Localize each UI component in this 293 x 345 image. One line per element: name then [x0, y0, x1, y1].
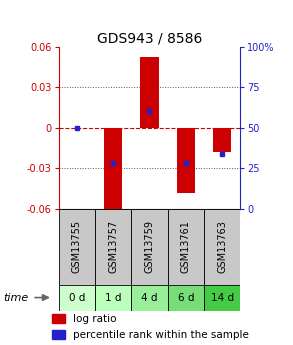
Text: 0 d: 0 d — [69, 293, 85, 303]
Text: GSM13761: GSM13761 — [181, 220, 191, 273]
Bar — [204, 209, 240, 285]
Bar — [52, 331, 65, 339]
Bar — [95, 285, 131, 310]
Bar — [204, 285, 240, 310]
Bar — [104, 128, 122, 216]
Bar — [59, 285, 95, 310]
Text: 4 d: 4 d — [141, 293, 158, 303]
Text: 6 d: 6 d — [178, 293, 194, 303]
Text: percentile rank within the sample: percentile rank within the sample — [73, 330, 248, 340]
Bar — [131, 285, 168, 310]
Text: GSM13755: GSM13755 — [72, 220, 82, 273]
Bar — [213, 128, 231, 152]
Text: 14 d: 14 d — [211, 293, 234, 303]
Bar — [168, 209, 204, 285]
Text: log ratio: log ratio — [73, 314, 116, 324]
Bar — [168, 285, 204, 310]
Text: GSM13757: GSM13757 — [108, 220, 118, 273]
Bar — [140, 57, 159, 128]
Title: GDS943 / 8586: GDS943 / 8586 — [97, 31, 202, 46]
Text: GSM13763: GSM13763 — [217, 220, 227, 273]
Bar — [59, 209, 95, 285]
Text: GSM13759: GSM13759 — [144, 220, 154, 273]
Bar — [52, 314, 65, 323]
Text: 1 d: 1 d — [105, 293, 121, 303]
Bar — [177, 128, 195, 193]
Bar — [95, 209, 131, 285]
Text: time: time — [3, 293, 28, 303]
Bar — [131, 209, 168, 285]
